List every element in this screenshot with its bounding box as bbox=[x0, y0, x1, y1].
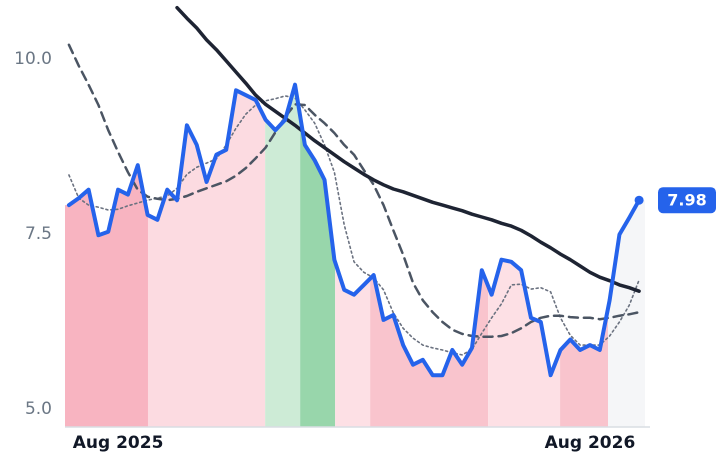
region-area bbox=[147, 90, 266, 427]
last-point bbox=[634, 195, 644, 205]
x-tick-label: Aug 2025 bbox=[73, 433, 164, 453]
region-area bbox=[300, 116, 336, 427]
lines bbox=[66, 5, 642, 378]
region-area bbox=[265, 84, 301, 427]
region-area bbox=[370, 270, 489, 427]
region-area bbox=[335, 262, 371, 427]
region-area bbox=[65, 165, 148, 427]
regions bbox=[65, 84, 645, 427]
x-tick-label: Aug 2026 bbox=[545, 433, 636, 453]
axes bbox=[65, 426, 650, 428]
region-area bbox=[560, 308, 609, 427]
labels: 5.0 7.5 10.0 Aug 2025 Aug 2026 7.98 bbox=[14, 49, 716, 453]
y-tick-label: 7.5 bbox=[25, 224, 52, 244]
y-tick-label: 5.0 bbox=[25, 399, 52, 419]
last-value-label: 7.98 bbox=[667, 191, 706, 210]
y-tick-label: 10.0 bbox=[14, 49, 52, 69]
last-value-badge bbox=[658, 187, 716, 214]
series-line bbox=[66, 82, 642, 378]
series-line bbox=[175, 5, 641, 293]
region-area bbox=[488, 259, 561, 427]
